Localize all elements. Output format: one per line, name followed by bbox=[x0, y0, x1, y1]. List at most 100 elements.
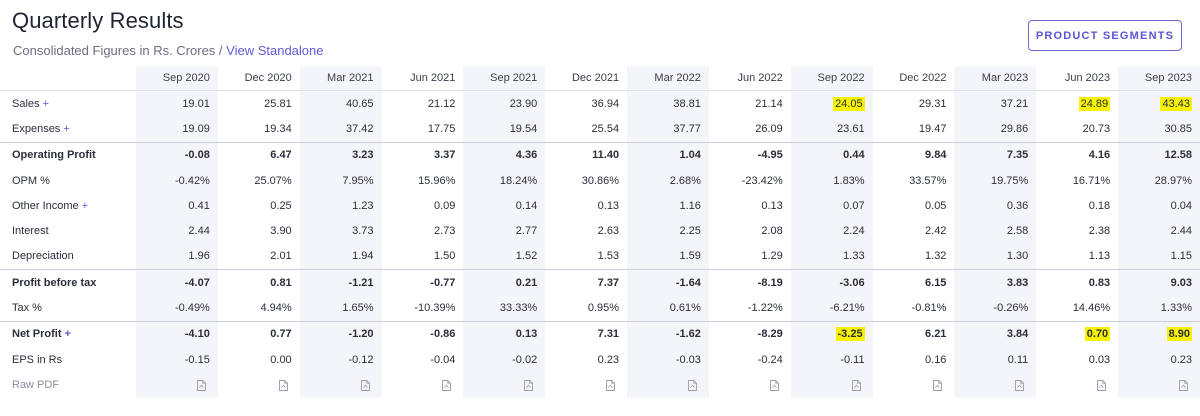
column-header: Jun 2022 bbox=[708, 66, 791, 91]
cell-value: 1.96 bbox=[188, 250, 210, 263]
value-cell: 23.61 bbox=[790, 116, 873, 143]
cell-value: 14.46% bbox=[1072, 302, 1111, 315]
table-row: Profit before tax -4.07 0.81 -1.21 -0.77 0.21… bbox=[0, 269, 1200, 296]
expand-plus-icon[interactable]: + bbox=[64, 328, 71, 341]
pdf-file-icon[interactable] bbox=[442, 379, 452, 391]
pdf-file-icon[interactable] bbox=[360, 379, 370, 391]
value-cell: 3.37 bbox=[381, 141, 464, 168]
value-cell: 7.35 bbox=[954, 141, 1037, 168]
cell-value: 7.31 bbox=[597, 328, 620, 341]
cell-value: -1.64 bbox=[675, 276, 701, 289]
pdf-file-icon[interactable] bbox=[687, 379, 697, 391]
value-cell: 33.57% bbox=[873, 168, 955, 193]
cell-value: 0.09 bbox=[433, 199, 456, 212]
value-cell: 21.14 bbox=[709, 91, 791, 117]
cell-value: -0.77 bbox=[430, 276, 456, 289]
row-label-cell[interactable]: Expenses + bbox=[0, 116, 136, 142]
expand-plus-icon[interactable]: + bbox=[63, 122, 70, 135]
pdf-file-icon[interactable] bbox=[606, 379, 616, 391]
pdf-file-icon[interactable] bbox=[278, 379, 288, 391]
cell-value: 38.81 bbox=[673, 97, 701, 110]
cell-value: -0.81% bbox=[911, 302, 947, 315]
value-cell: 0.11 bbox=[954, 346, 1037, 373]
cell-value: 0.23 bbox=[597, 353, 620, 366]
value-cell: 24.89 bbox=[1036, 91, 1118, 117]
cell-value: -0.26% bbox=[993, 302, 1029, 315]
cell-value: 0.77 bbox=[270, 328, 292, 341]
cell-value: 26.09 bbox=[755, 122, 783, 135]
pdf-file-icon[interactable] bbox=[1179, 379, 1188, 391]
value-cell: 19.34 bbox=[218, 116, 300, 142]
column-header: Sep 2020 bbox=[136, 66, 218, 91]
cell-value: 30.85 bbox=[1164, 122, 1192, 135]
view-standalone-link[interactable]: View Standalone bbox=[226, 43, 324, 58]
value-cell: 17.75 bbox=[382, 116, 464, 142]
pdf-file-icon[interactable] bbox=[769, 379, 779, 391]
value-cell: 1.59 bbox=[627, 243, 709, 270]
cell-value: 40.65 bbox=[346, 97, 374, 110]
cell-value: 9.84 bbox=[925, 149, 947, 162]
value-cell: -8.19 bbox=[708, 269, 791, 296]
product-segments-button[interactable]: PRODUCT SEGMENTS bbox=[1028, 20, 1182, 51]
cell-value: -1.62 bbox=[675, 328, 701, 341]
expand-plus-icon[interactable]: + bbox=[42, 97, 49, 110]
value-cell: 1.32 bbox=[873, 244, 955, 270]
cell-value: -0.86 bbox=[430, 328, 456, 341]
row-label-cell[interactable]: Other Income + bbox=[0, 193, 136, 218]
value-cell: 16.71% bbox=[1036, 168, 1118, 193]
subtitle: Consolidated Figures in Rs. Crores / Vie… bbox=[13, 43, 324, 58]
cell-value: 2.44 bbox=[188, 225, 210, 238]
cell-value: 1.65% bbox=[342, 302, 374, 315]
value-cell: 1.15 bbox=[1118, 243, 1200, 270]
value-cell: 1.94 bbox=[299, 243, 382, 270]
pdf-file-icon[interactable] bbox=[851, 379, 861, 391]
value-cell: -0.81% bbox=[873, 295, 955, 321]
cell-value: -1.21 bbox=[348, 276, 374, 289]
cell-value: 15.96% bbox=[418, 174, 456, 187]
value-cell: 7.31 bbox=[545, 320, 628, 347]
row-label-cell[interactable]: Sales + bbox=[0, 91, 136, 117]
value-cell: -0.04 bbox=[382, 347, 464, 372]
table-row: OPM % -0.42% 25.07% 7.95% 15.96% 18.24% 30.86%… bbox=[0, 167, 1200, 194]
raw-pdf-cell bbox=[1036, 372, 1118, 397]
cell-value: 0.11 bbox=[1007, 353, 1029, 366]
cell-value: -4.07 bbox=[184, 276, 210, 289]
cell-value: 2.42 bbox=[925, 225, 947, 238]
row-label: Other Income bbox=[12, 199, 79, 212]
value-cell: 1.29 bbox=[709, 244, 791, 270]
cell-value: 17.75 bbox=[427, 122, 456, 135]
value-cell: 11.40 bbox=[545, 141, 628, 168]
cell-value: 6.15 bbox=[925, 276, 947, 289]
pdf-file-icon[interactable] bbox=[524, 379, 534, 391]
value-cell: 12.58 bbox=[1118, 141, 1200, 168]
cell-value: 3.73 bbox=[352, 225, 374, 238]
cell-value: 1.23 bbox=[352, 199, 374, 212]
cell-value: 33.57% bbox=[909, 174, 947, 187]
row-label-cell[interactable]: Net Profit + bbox=[0, 320, 136, 347]
value-cell: 2.58 bbox=[954, 218, 1037, 244]
table-row: EPS in Rs -0.15 0.00 -0.12 -0.04 -0.02 0.23 -0.… bbox=[0, 346, 1200, 373]
cell-value: 20.73 bbox=[1082, 122, 1111, 135]
cell-value: 19.09 bbox=[182, 122, 210, 135]
value-cell: 0.05 bbox=[873, 193, 955, 218]
value-cell: 6.47 bbox=[217, 141, 300, 168]
value-cell: -0.02 bbox=[463, 346, 546, 373]
expand-plus-icon[interactable]: + bbox=[81, 199, 89, 212]
cell-value: 0.18 bbox=[1088, 199, 1111, 212]
cell-value: 2.73 bbox=[433, 225, 456, 238]
highlighted-value: 0.70 bbox=[1084, 327, 1111, 342]
value-cell: 29.86 bbox=[954, 116, 1037, 143]
value-cell: 9.03 bbox=[1118, 269, 1200, 296]
cell-value: 0.16 bbox=[925, 353, 947, 366]
cell-value: 29.31 bbox=[918, 97, 947, 110]
pdf-file-icon[interactable] bbox=[933, 379, 943, 391]
cell-value: -0.24 bbox=[757, 353, 783, 366]
raw-pdf-label: Raw PDF bbox=[12, 378, 60, 391]
raw-pdf-cell bbox=[1118, 372, 1200, 398]
value-cell: -0.08 bbox=[136, 141, 218, 168]
pdf-file-icon[interactable] bbox=[196, 379, 206, 391]
value-cell: -0.15 bbox=[136, 346, 218, 373]
pdf-file-icon[interactable] bbox=[1097, 379, 1107, 391]
pdf-file-icon[interactable] bbox=[1015, 379, 1025, 391]
table-row: Interest 2.44 3.90 3.73 2.73 2.77 2.63 2.25 2.08… bbox=[0, 218, 1200, 244]
